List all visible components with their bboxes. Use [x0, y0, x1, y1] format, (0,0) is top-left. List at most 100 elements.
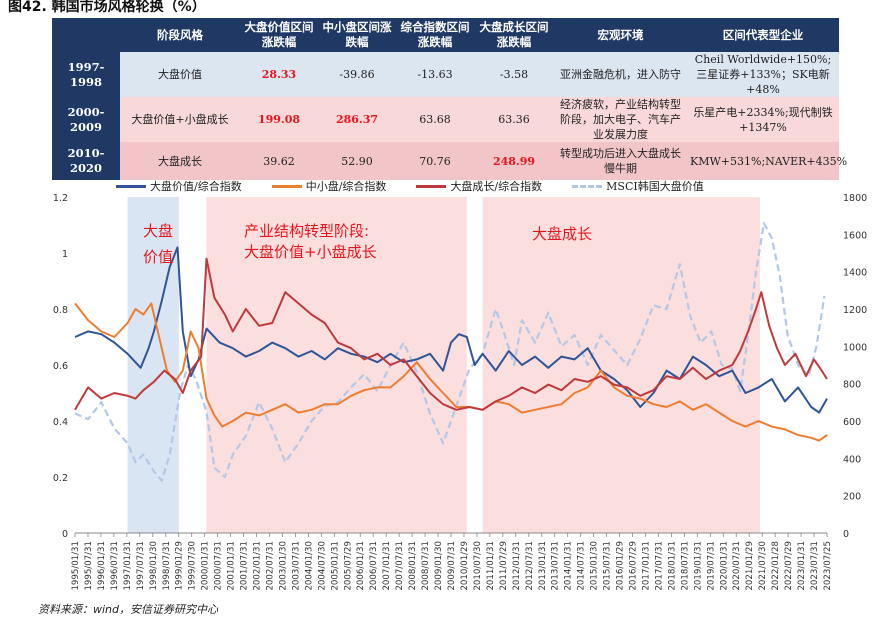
large-growth-cell: 63.36: [474, 97, 554, 142]
x-tick-label: 2010/01/29: [460, 541, 470, 591]
header-cell: 综合指数区间涨跌幅: [396, 18, 474, 52]
table-row: 2010-2020 大盘成长 39.62 52.90 70.76 248.99 …: [52, 142, 847, 180]
y-left-tick-label: 0: [62, 529, 68, 540]
x-tick-label: 2021/07/30: [758, 541, 768, 591]
x-tick-label: 2008/01/31: [408, 541, 418, 591]
y-left-tick-label: 0.8: [53, 305, 68, 316]
legend-label: 大盘价值/综合指数: [150, 180, 242, 193]
small-mid-cell: 52.90: [318, 142, 396, 180]
x-tick-label: 2022/07/29: [784, 541, 794, 591]
figure-title: 图42. 韩国市场风格轮换（%）: [8, 0, 206, 15]
x-tick-label: 2022/01/28: [771, 541, 781, 591]
companies-cell: Cheil Worldwide+150%;三星证券+133%；SK电新+48%: [687, 52, 839, 97]
x-tick-label: 2013/01/31: [538, 541, 548, 591]
small-mid-cell: -39.86: [318, 52, 396, 97]
x-tick-label: 2006/01/31: [356, 541, 366, 591]
x-tick-label: 2023/07/25: [823, 541, 833, 591]
x-tick-label: 2009/07/31: [447, 541, 457, 591]
x-tick-label: 1998/01/30: [149, 541, 159, 591]
chart-legend: 大盘价值/综合指数 中小盘/综合指数 大盘成长/综合指数 MSCI韩国大盘价值: [116, 178, 734, 194]
x-tick-label: 2019/07/31: [706, 541, 716, 591]
y-right-tick-label: 600: [843, 417, 861, 428]
x-tick-label: 2020/07/31: [732, 541, 742, 591]
macro-cell: 经济疲软，产业结构转型阶段，加大电子、汽车产业发展力度: [554, 97, 687, 142]
legend-label: 中小盘/综合指数: [305, 180, 387, 193]
y-right-tick-label: 0: [843, 529, 849, 540]
x-tick-label: 2003/01/30: [278, 541, 288, 591]
x-tick-label: 2002/07/31: [265, 541, 275, 591]
header-cell: 大盘价值区间涨跌幅: [240, 18, 318, 52]
annotation-large-value: 价值: [143, 248, 173, 266]
series-line: [74, 246, 828, 414]
x-tick-label: 2009/01/30: [434, 541, 444, 591]
x-tick-label: 2012/01/31: [512, 541, 522, 591]
x-tick-label: 1999/01/29: [175, 541, 185, 591]
style-cell: 大盘价值+小盘成长: [120, 97, 240, 142]
shaded-period: [206, 197, 467, 533]
annotation-large-value: 大盘: [143, 222, 173, 240]
x-tick-label: 2019/01/31: [693, 541, 703, 591]
series-line: [74, 302, 828, 442]
header-cell: 宏观环境: [554, 18, 687, 52]
y-left-tick-label: 0.2: [53, 473, 68, 484]
y-right-tick-label: 1200: [843, 305, 867, 316]
large-growth-cell: -3.58: [474, 52, 554, 97]
x-tick-label: 2008/07/31: [421, 541, 431, 591]
series-line: [74, 257, 828, 411]
composite-cell: 70.76: [396, 142, 474, 180]
x-tick-label: 2004/07/30: [317, 541, 327, 591]
y-left-tick-label: 0.6: [53, 361, 68, 372]
x-tick-label: 2015/07/31: [603, 541, 613, 591]
large-value-cell: 199.08: [240, 97, 318, 142]
style-rotation-chart: 0 0.2 0.4 0.6 0.8 1 1.2 0 200 400 600 800 1000 1200 1…: [53, 193, 867, 591]
legend-item: MSCI韩国大盘价值: [572, 178, 704, 194]
y-right-tick-label: 1800: [843, 193, 867, 204]
period-cell: 2000-2009: [52, 97, 120, 142]
summary-table: 阶段风格 大盘价值区间涨跌幅 中小盘区间涨跌幅 综合指数区间涨跌幅 大盘成长区间…: [52, 18, 847, 180]
x-tick-label: 2016/01/29: [616, 541, 626, 591]
legend-swatch: [271, 184, 302, 188]
x-tick-label: 2023/01/31: [797, 541, 807, 591]
x-tick-label: 1998/07/31: [162, 541, 172, 591]
x-tick-label: 2014/07/31: [577, 541, 587, 591]
x-tick-label: 1995/01/31: [71, 541, 81, 591]
x-tick-label: 2000/01/31: [201, 541, 211, 591]
x-tick-label: 2011/01/31: [486, 541, 496, 591]
macro-cell: 亚洲金融危机，进入防守: [554, 52, 687, 97]
y-left-tick-label: 1: [62, 249, 68, 260]
table-row: 1997-1998 大盘价值 28.33 -39.86 -13.63 -3.58…: [52, 52, 839, 97]
legend-item: 大盘价值/综合指数: [116, 178, 242, 194]
y-right-tick-label: 200: [843, 492, 861, 503]
style-cell: 大盘成长: [120, 142, 240, 180]
x-tick-label: 2005/01/31: [330, 541, 340, 591]
large-growth-cell: 248.99: [474, 142, 554, 180]
y-right-tick-label: 1600: [843, 230, 867, 241]
x-tick-label: 2004/01/30: [304, 541, 314, 591]
x-tick-label: 2005/07/29: [343, 541, 353, 591]
annotation-transition: 大盘价值+小盘成长: [244, 243, 377, 261]
small-mid-cell: 286.37: [318, 97, 396, 142]
x-tick-label: 2011/07/29: [499, 541, 509, 591]
period-cell: 2010-2020: [52, 142, 120, 180]
legend-item: 中小盘/综合指数: [271, 178, 387, 194]
x-tick-label: 2001/01/31: [227, 541, 237, 591]
x-tick-label: 2003/07/31: [291, 541, 301, 591]
x-tick-label: 2017/01/31: [641, 541, 651, 591]
x-tick-label: 2001/07/31: [240, 541, 250, 591]
header-cell: [52, 18, 120, 52]
x-tick-label: 1995/07/31: [84, 541, 94, 591]
x-tick-label: 2015/01/30: [590, 541, 600, 591]
x-tick-label: 2012/07/31: [525, 541, 535, 591]
x-tick-label: 2007/07/31: [395, 541, 405, 591]
x-tick-label: 2000/07/31: [214, 541, 224, 591]
x-tick-label: 2007/01/31: [382, 541, 392, 591]
y-right-tick-label: 1400: [843, 268, 867, 279]
source-note: 资料来源：wind，安信证券研究中心: [38, 603, 219, 616]
x-tick-label: 2020/01/31: [719, 541, 729, 591]
y-right-tick-label: 1000: [843, 342, 867, 353]
x-tick-label: 1997/07/31: [136, 541, 146, 591]
y-right-tick-label: 800: [843, 380, 861, 391]
table-row: 2000-2009 大盘价值+小盘成长 199.08 286.37 63.68 …: [52, 97, 839, 142]
x-tick-label: 2018/07/31: [680, 541, 690, 591]
header-cell: 阶段风格: [120, 18, 240, 52]
